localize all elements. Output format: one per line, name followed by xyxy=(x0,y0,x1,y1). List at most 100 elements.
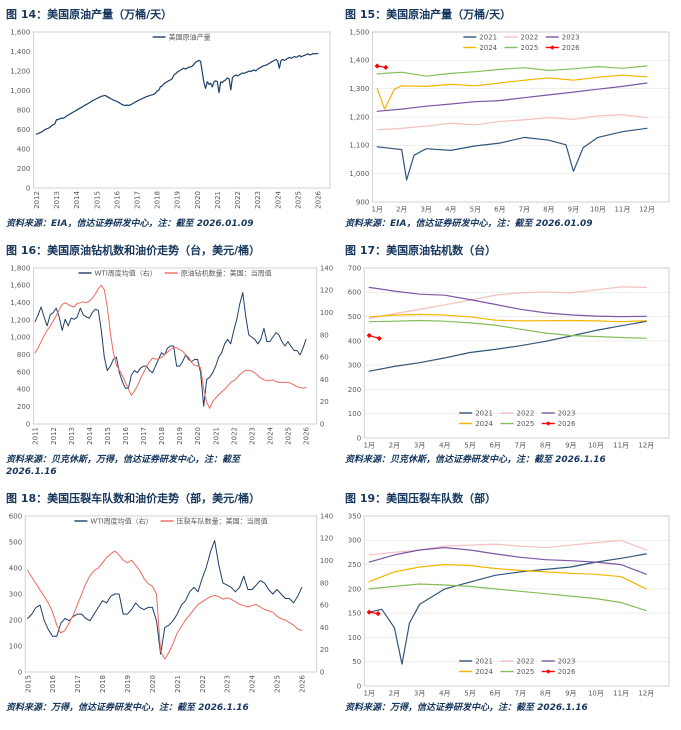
svg-text:600: 600 xyxy=(9,512,22,520)
svg-text:2025: 2025 xyxy=(285,427,293,445)
svg-text:0: 0 xyxy=(26,184,30,192)
figure-19-chart: 0 50 100 150 200 250 300 350 1月 2月 3月 4月 5月 6月 7月 8月 9月 1… xyxy=(345,508,675,699)
svg-text:2022: 2022 xyxy=(521,33,539,41)
svg-text:4月: 4月 xyxy=(445,205,456,213)
svg-text:2024: 2024 xyxy=(475,420,493,428)
figure-19-us-frac-spread-seasonal: 图 19：美国压裂车队数（部） 0 50 100 150 200 250 300 350 1月 2… xyxy=(345,491,675,714)
svg-text:600: 600 xyxy=(348,288,361,296)
svg-text:2026: 2026 xyxy=(558,668,576,676)
svg-text:1,000: 1,000 xyxy=(10,333,30,341)
svg-text:100: 100 xyxy=(9,642,22,650)
svg-text:12月: 12月 xyxy=(638,441,654,449)
svg-text:0: 0 xyxy=(320,420,324,428)
svg-text:WTI周度均值（右）: WTI周度均值（右） xyxy=(90,516,152,525)
svg-text:2016: 2016 xyxy=(122,426,130,444)
svg-text:3月: 3月 xyxy=(420,205,431,213)
svg-text:压裂车队数量：美国：当周值: 压裂车队数量：美国：当周值 xyxy=(177,516,268,525)
svg-text:2021: 2021 xyxy=(475,657,493,665)
svg-text:80: 80 xyxy=(320,579,329,587)
svg-text:5月: 5月 xyxy=(464,689,475,697)
svg-text:2015: 2015 xyxy=(93,191,101,209)
svg-text:2017: 2017 xyxy=(140,427,148,445)
svg-text:2020: 2020 xyxy=(149,675,157,693)
svg-text:100: 100 xyxy=(320,309,333,317)
svg-text:600: 600 xyxy=(17,368,30,376)
svg-text:1,800: 1,800 xyxy=(10,264,30,272)
svg-text:4月: 4月 xyxy=(439,689,450,697)
svg-text:11月: 11月 xyxy=(614,205,630,213)
svg-text:2014: 2014 xyxy=(86,426,94,444)
svg-text:美国原油产量: 美国原油产量 xyxy=(169,32,211,41)
figure-18-us-frac-spread-vs-oil-price: 图 18：美国压裂车队数和油价走势（部，美元/桶） 0 100 200 300 400 5… xyxy=(6,491,336,714)
svg-text:400: 400 xyxy=(17,145,30,153)
svg-text:1月: 1月 xyxy=(371,205,382,213)
svg-text:2023: 2023 xyxy=(558,409,576,417)
svg-text:9月: 9月 xyxy=(565,689,576,697)
svg-text:2020: 2020 xyxy=(194,427,202,445)
figure-14-us-crude-production: 图 14：美国原油产量（万桶/天） 0 200 400 600 800 1,000 1,20… xyxy=(6,7,336,230)
svg-text:10月: 10月 xyxy=(588,689,604,697)
figures-grid: 图 14：美国原油产量（万桶/天） 0 200 400 600 800 1,000 1,20… xyxy=(6,7,675,714)
svg-text:10月: 10月 xyxy=(590,205,606,213)
svg-text:800: 800 xyxy=(17,351,30,359)
svg-text:2016: 2016 xyxy=(49,674,57,692)
svg-text:2022: 2022 xyxy=(199,675,207,693)
svg-text:900: 900 xyxy=(356,198,369,206)
svg-text:2023: 2023 xyxy=(562,33,580,41)
svg-text:2024: 2024 xyxy=(267,426,275,444)
svg-text:2024: 2024 xyxy=(475,668,493,676)
svg-text:2026: 2026 xyxy=(299,674,307,692)
svg-text:2025: 2025 xyxy=(521,44,539,52)
svg-text:400: 400 xyxy=(9,564,22,572)
figure-16-us-rig-count-vs-oil-price: 图 16：美国原油钻机数和油价走势（台，美元/桶） 0 200 400 600 800 1… xyxy=(6,243,336,478)
figure-17-us-rig-count-seasonal: 图 17：美国原油钻机数（台） 0 100 200 300 400 500 600 700 1月… xyxy=(345,243,675,478)
svg-text:140: 140 xyxy=(320,264,333,272)
svg-text:300: 300 xyxy=(348,361,361,369)
svg-text:2013: 2013 xyxy=(68,427,76,445)
figure-17-chart: 0 100 200 300 400 500 600 700 1月 2月 3月 4月 5月 6月 7月 8月 9月… xyxy=(345,260,675,451)
svg-text:1,100: 1,100 xyxy=(349,141,369,149)
svg-text:2026: 2026 xyxy=(303,426,311,444)
svg-text:200: 200 xyxy=(348,385,361,393)
svg-text:7月: 7月 xyxy=(515,689,526,697)
svg-text:2019: 2019 xyxy=(174,191,182,209)
svg-text:2015: 2015 xyxy=(24,675,32,693)
svg-text:2023: 2023 xyxy=(224,675,232,693)
svg-text:8月: 8月 xyxy=(543,205,554,213)
svg-text:11月: 11月 xyxy=(613,689,629,697)
svg-text:6月: 6月 xyxy=(494,205,505,213)
svg-text:4月: 4月 xyxy=(439,441,450,449)
svg-text:150: 150 xyxy=(348,609,361,617)
svg-text:2018: 2018 xyxy=(158,427,166,445)
svg-text:2021: 2021 xyxy=(174,675,182,693)
svg-text:300: 300 xyxy=(9,590,22,598)
svg-text:200: 200 xyxy=(348,585,361,593)
svg-text:2020: 2020 xyxy=(194,191,202,209)
svg-text:0: 0 xyxy=(357,434,361,442)
svg-text:1,200: 1,200 xyxy=(10,67,30,75)
svg-text:2016: 2016 xyxy=(113,190,121,208)
svg-text:2023: 2023 xyxy=(558,657,576,665)
svg-text:8月: 8月 xyxy=(540,441,551,449)
svg-text:8月: 8月 xyxy=(540,689,551,697)
svg-text:0: 0 xyxy=(18,668,22,676)
svg-text:2025: 2025 xyxy=(294,191,302,209)
svg-text:1,000: 1,000 xyxy=(10,87,30,95)
figure-19-source: 资料来源：万得，信达证券研发中心，注：截至 2026.1.16 xyxy=(345,702,588,713)
svg-text:0: 0 xyxy=(26,420,30,428)
svg-text:2月: 2月 xyxy=(396,205,407,213)
svg-text:2021: 2021 xyxy=(212,427,220,445)
svg-text:2012: 2012 xyxy=(33,191,41,209)
svg-text:200: 200 xyxy=(17,403,30,411)
svg-text:2014: 2014 xyxy=(73,190,81,208)
svg-text:600: 600 xyxy=(17,126,30,134)
svg-text:2021: 2021 xyxy=(479,33,497,41)
svg-text:9月: 9月 xyxy=(565,441,576,449)
svg-text:2024: 2024 xyxy=(479,44,497,52)
svg-text:7月: 7月 xyxy=(519,205,530,213)
svg-text:50: 50 xyxy=(352,658,361,666)
svg-text:20: 20 xyxy=(320,646,329,654)
figure-18-chart: 0 100 200 300 400 500 600 0 20 40 60 80 100 120 140 201… xyxy=(6,508,336,699)
svg-text:1,200: 1,200 xyxy=(349,113,369,121)
svg-text:2023: 2023 xyxy=(254,191,262,209)
